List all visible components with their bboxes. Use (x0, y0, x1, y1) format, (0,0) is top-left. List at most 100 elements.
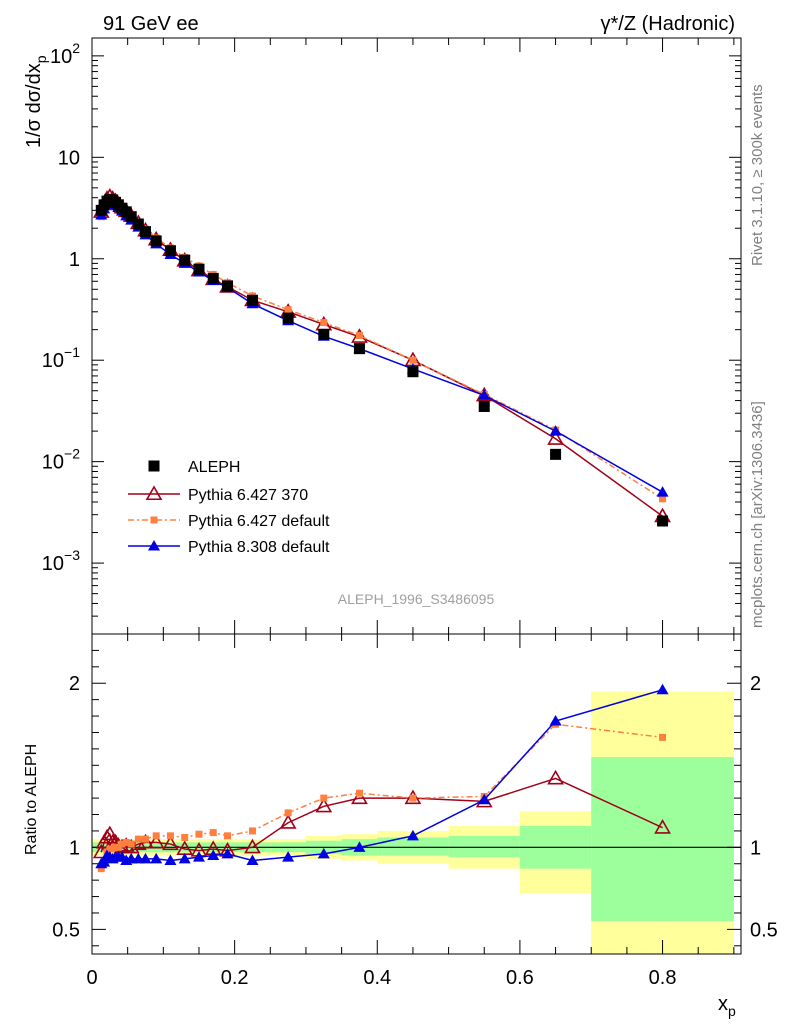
ratio-point-p8_default (406, 829, 419, 841)
ratio-point-p8_default (317, 847, 330, 859)
ratio-point-p6_370 (147, 833, 165, 849)
main-y-tick-label: 10−2 (42, 446, 80, 474)
ratio-point-p6_default (127, 840, 135, 848)
ratio-xlabel: xp (718, 993, 736, 1019)
main-point-p6_default (284, 306, 292, 314)
ratio-point-p8_default (478, 793, 491, 805)
main-point-aleph (550, 448, 562, 460)
ratio-plot-frame (91, 633, 742, 955)
main-point-aleph (222, 280, 234, 292)
ratio-y-tick-label-left: 1 (69, 837, 80, 859)
ratio-point-p6_default (181, 833, 189, 841)
ratio-point-p6_default (659, 733, 667, 741)
ratio-point-p6_default (224, 832, 232, 840)
header-right: γ*/Z (Hadronic) (601, 13, 735, 35)
ratio-point-p6_370 (279, 814, 297, 829)
ratio-point-p8_default (192, 851, 205, 862)
rivet-label: Rivet 3.1.10, ≥ 300k events (749, 84, 766, 266)
main-series-aleph (95, 193, 669, 527)
ratio-point-p6_default (248, 827, 256, 835)
analysis-watermark: ALEPH_1996_S3486095 (338, 591, 495, 607)
ratio-band-inner (591, 757, 734, 922)
main-point-aleph (282, 312, 294, 324)
legend-entry-p6_370: Pythia 6.427 370 (128, 485, 308, 504)
main-y-tick-label: 102 (50, 40, 80, 68)
ratio-point-p8_default (656, 683, 669, 695)
ratio-point-p6_default (118, 840, 126, 848)
main-point-aleph (139, 226, 151, 238)
ratio-point-p8_default (207, 849, 220, 861)
main-point-p8_default (549, 425, 562, 436)
main-point-p6_370 (547, 430, 564, 445)
legend-marker-p6_370 (145, 485, 163, 501)
ratio-y-tick-label-right: 1 (750, 837, 761, 859)
ratio-point-p6_370 (351, 789, 368, 805)
legend-label-aleph: ALEPH (188, 459, 240, 476)
ratio-point-p6_370 (98, 828, 116, 844)
legend-marker-p8_default (148, 540, 160, 551)
main-point-p6_default (320, 319, 328, 327)
ratio-x-tick-label: 0.4 (363, 967, 391, 989)
ratio-point-p6_370 (547, 769, 564, 785)
main-point-p6_default (409, 356, 417, 364)
ratio-x-tick-label: 0.6 (506, 967, 534, 989)
main-y-tick-label: 10−3 (42, 547, 80, 575)
main-point-aleph (407, 366, 419, 378)
ratio-point-p6_370 (244, 838, 261, 854)
svg-text:1/σ dσ/dxp: 1/σ dσ/dxp (23, 55, 49, 148)
main-point-aleph (207, 272, 219, 284)
legend-entry-aleph: ALEPH (148, 459, 240, 476)
main-point-aleph (657, 515, 669, 527)
ratio-point-p6_370 (162, 835, 179, 851)
ratio-point-p8_default (164, 854, 177, 865)
ratio-point-p8_default (246, 854, 259, 865)
ratio-point-p6_default (195, 830, 203, 838)
main-point-p6_default (355, 332, 363, 340)
main-point-aleph (353, 343, 365, 355)
ratio-point-p8_default (221, 847, 234, 859)
ratio-point-p8_default (549, 714, 562, 726)
main-point-aleph (125, 211, 137, 223)
main-point-aleph (95, 204, 107, 216)
ratio-point-p8_default (178, 852, 191, 864)
ratio-point-p6_default (284, 809, 292, 817)
ratio-point-p6_default (209, 829, 217, 837)
ratio-point-p6_default (141, 835, 149, 843)
ratio-point-p8_default (282, 851, 295, 862)
legend-marker-p6_default (150, 516, 158, 524)
ratio-ylabel: Ratio to ALEPH (23, 744, 40, 855)
ratio-series-p8_default (95, 683, 669, 869)
legend-label-p8_default: Pythia 8.308 default (188, 539, 330, 556)
ratio-y-tick-label-right: 0.5 (750, 919, 778, 941)
legend-label-p6_default: Pythia 6.427 default (188, 513, 330, 530)
ratio-point-p8_default (150, 852, 163, 864)
main-ylabel: 1/σ dσ/dxp (23, 55, 49, 148)
ratio-point-p6_default (355, 789, 363, 797)
ratio-x-tick-label: 0.8 (649, 967, 677, 989)
main-point-p8_default (478, 389, 491, 400)
ratio-band-inner (377, 837, 449, 856)
main-point-aleph (179, 254, 191, 266)
main-y-tick-label: 1 (69, 249, 80, 271)
ratio-x-tick-label: 0 (86, 967, 97, 989)
ratio-line-p6_default (100, 723, 663, 869)
main-point-aleph (150, 235, 162, 247)
ratio-band-inner (448, 835, 520, 858)
ratio-point-p6_370 (654, 819, 671, 834)
main-line-p6_default (100, 199, 663, 500)
main-point-aleph (478, 400, 490, 412)
main-point-aleph (193, 263, 205, 275)
legend-label-p6_370: Pythia 6.427 370 (188, 487, 308, 504)
main-series-p6_370 (92, 187, 671, 523)
main-y-tick-label: 10−1 (42, 344, 80, 372)
ratio-point-p6_default (114, 843, 122, 851)
legend-entry-p6_default: Pythia 6.427 default (128, 513, 330, 530)
main-point-p6_default (659, 495, 667, 503)
ratio-point-p6_default (134, 835, 142, 843)
main-point-aleph (132, 218, 144, 230)
ratio-point-p8_default (353, 841, 366, 852)
ratio-point-p6_default (152, 832, 160, 840)
legend: ALEPH Pythia 6.427 370 Pythia 6.427 defaul… (128, 459, 330, 556)
ratio-series-p6_default (97, 720, 667, 873)
